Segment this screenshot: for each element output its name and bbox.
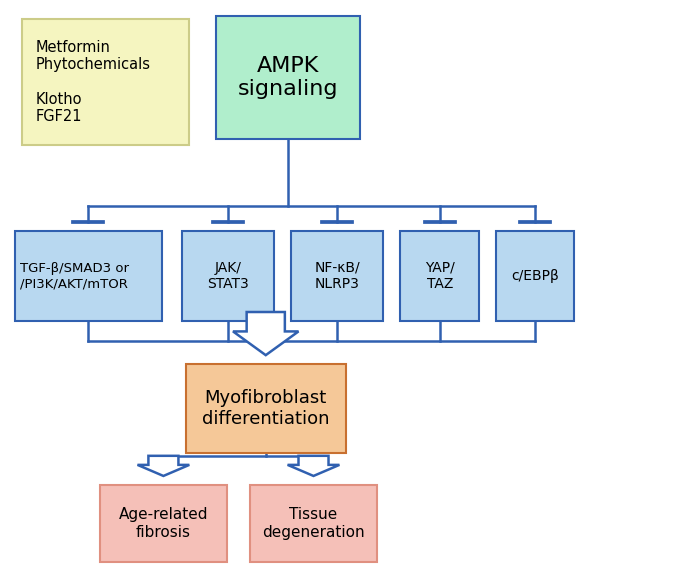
- FancyBboxPatch shape: [216, 16, 360, 139]
- Polygon shape: [138, 456, 189, 476]
- FancyBboxPatch shape: [401, 231, 479, 321]
- FancyBboxPatch shape: [291, 231, 384, 321]
- Polygon shape: [233, 312, 299, 355]
- Text: c/EBPβ: c/EBPβ: [512, 269, 559, 283]
- FancyBboxPatch shape: [251, 484, 377, 562]
- Text: Tissue
degeneration: Tissue degeneration: [262, 507, 365, 540]
- Text: Age-related
fibrosis: Age-related fibrosis: [119, 507, 208, 540]
- Text: JAK/
STAT3: JAK/ STAT3: [208, 261, 249, 291]
- FancyBboxPatch shape: [100, 484, 227, 562]
- Text: Metformin
Phytochemicals

Klotho
FGF21: Metformin Phytochemicals Klotho FGF21: [36, 40, 151, 124]
- FancyBboxPatch shape: [496, 231, 575, 321]
- Text: NF-κB/
NLRP3: NF-κB/ NLRP3: [314, 261, 360, 291]
- FancyBboxPatch shape: [186, 364, 346, 453]
- Text: TGF-β/SMAD3 or
/PI3K/AKT/mTOR: TGF-β/SMAD3 or /PI3K/AKT/mTOR: [20, 262, 129, 290]
- FancyBboxPatch shape: [182, 231, 274, 321]
- Polygon shape: [288, 456, 340, 476]
- Text: Myofibroblast
differentiation: Myofibroblast differentiation: [202, 389, 329, 428]
- FancyBboxPatch shape: [15, 231, 162, 321]
- FancyBboxPatch shape: [22, 18, 189, 145]
- Text: YAP/
TAZ: YAP/ TAZ: [425, 261, 455, 291]
- Text: AMPK
signaling: AMPK signaling: [238, 56, 338, 99]
